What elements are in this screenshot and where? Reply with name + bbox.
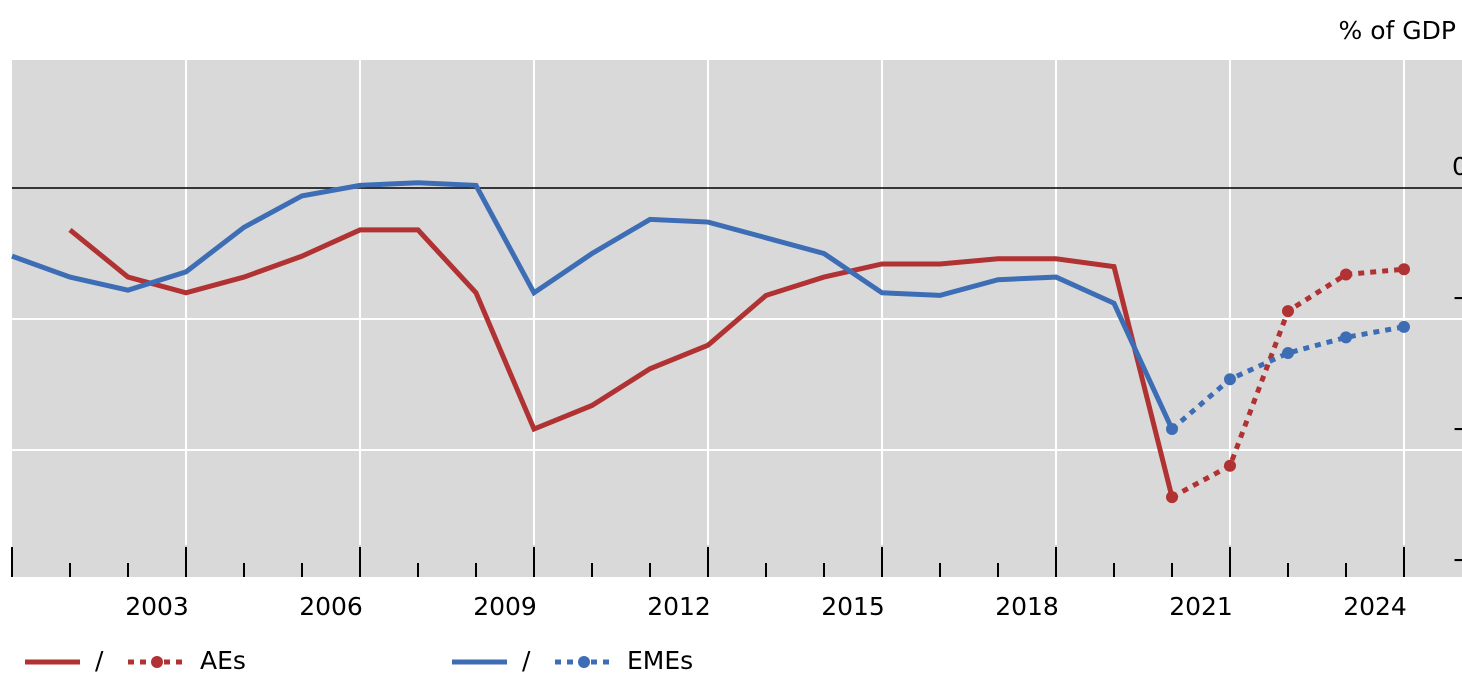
y-tick-label: −15 — [1452, 545, 1462, 574]
forecast-point — [1340, 268, 1352, 281]
forecast-point — [1398, 320, 1410, 333]
legend-separator: / — [522, 646, 531, 675]
legend-separator: / — [95, 646, 104, 675]
forecast-line — [1170, 324, 1405, 431]
legend-label: EMEs — [627, 646, 693, 675]
x-tick-label: 2021 — [1169, 592, 1233, 621]
forecast-point — [1340, 331, 1352, 344]
forecast-point — [1224, 373, 1236, 386]
x-tick-label: 2024 — [1343, 592, 1407, 621]
forecast-point — [1282, 305, 1294, 318]
forecast-point — [1398, 263, 1410, 276]
x-tick-label: 2015 — [821, 592, 885, 621]
legend-label: AEs — [200, 646, 246, 675]
y-tick-label: −5 — [1452, 283, 1462, 312]
x-tick-label: 2003 — [125, 592, 189, 621]
y-axis-label: % of GDP — [1339, 16, 1456, 45]
y-tick-label: −10 — [1452, 414, 1462, 443]
x-tick-label: 2012 — [647, 592, 711, 621]
series-line — [68, 227, 1175, 498]
forecast-point — [1166, 423, 1178, 436]
x-tick-label: 2009 — [473, 592, 537, 621]
x-tick-label: 2018 — [995, 592, 1059, 621]
forecast-point — [1282, 347, 1294, 360]
y-tick-label: 0 — [1452, 152, 1462, 181]
forecast-point — [1166, 491, 1178, 504]
legend-dot — [151, 656, 163, 668]
series-line — [11, 180, 1175, 431]
legend-dot — [578, 656, 590, 668]
forecast-point — [1224, 459, 1236, 472]
x-tick-label: 2006 — [299, 592, 363, 621]
